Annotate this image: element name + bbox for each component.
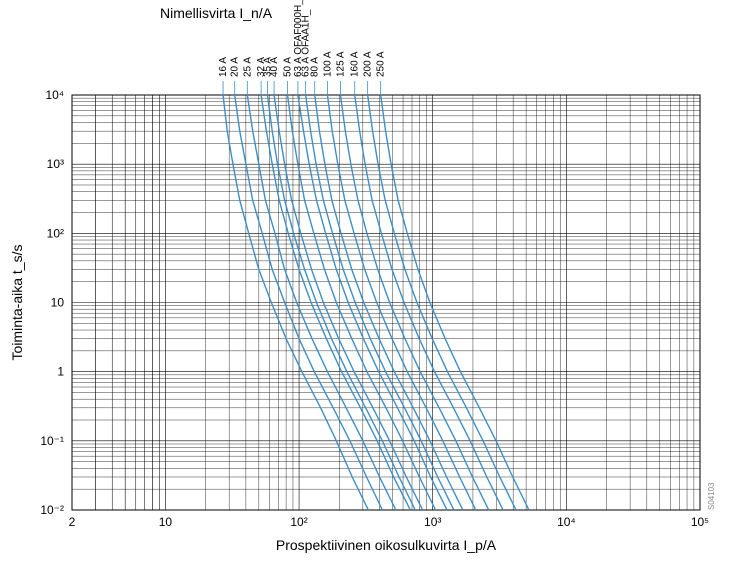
curve-label: 20 A [230,57,241,77]
curve-label: 80 A [310,57,321,77]
fuse-time-current-chart: 2 10 10² 10³ 10⁴ 10⁵ 10⁻² 10⁻¹ 1 10 10² 10³ 10⁴ Prosp… [0,0,733,569]
y-tick: 1 [57,365,64,379]
y-tick: 10 [51,296,65,310]
curve-label: 40 A [269,57,280,77]
top-title: Nimellisvirta I_n/A [160,5,273,21]
curve-label: 16 A [218,57,229,77]
y-axis-label: Toiminta-aika t_s/s [9,245,25,361]
curve-label: 50 A [283,57,294,77]
figure-code: S04103 [707,482,716,510]
x-tick: 10⁵ [691,515,709,529]
y-tick: 10⁴ [45,88,64,102]
x-tick: 10² [290,515,307,529]
y-tick: 10³ [47,157,64,171]
curve-label: 125 A [335,51,346,77]
y-tick: 10⁻¹ [40,434,64,448]
y-tick: 10⁻² [40,503,64,517]
y-tick: 10² [47,226,64,240]
curve-label: 250 A [376,51,387,77]
x-tick: 2 [69,515,76,529]
curve-label: 160 A [350,51,361,77]
x-tick: 10 [159,515,173,529]
x-axis-label: Prospektiivinen oikosulkuvirta I_p/A [276,537,497,553]
x-tick: 10³ [424,515,441,529]
curve-label: 100 A [322,51,333,77]
curve-label: 200 A [363,51,374,77]
curve-label: 25 A [242,57,253,77]
x-tick: 10⁴ [557,515,576,529]
